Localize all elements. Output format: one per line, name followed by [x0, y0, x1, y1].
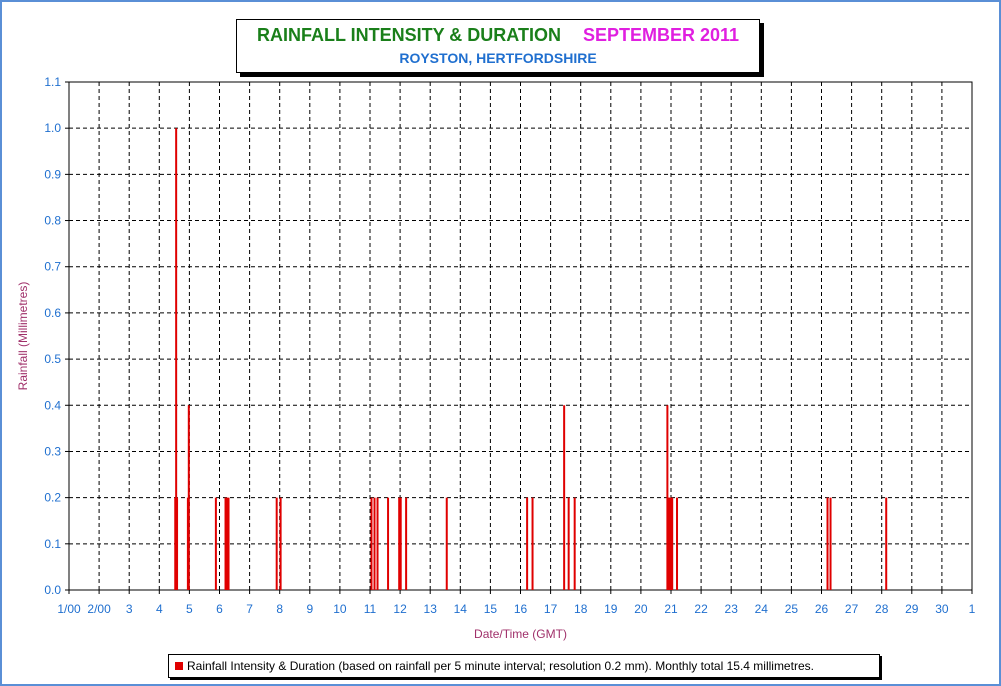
rainfall-bar — [526, 497, 529, 590]
rainfall-bar — [227, 497, 230, 590]
x-tick-label: 14 — [454, 602, 468, 616]
y-tick-label: 0.0 — [44, 583, 61, 597]
y-tick-label: 1.0 — [44, 121, 61, 135]
x-tick-label: 8 — [276, 602, 283, 616]
y-tick-label: 0.6 — [44, 306, 61, 320]
x-tick-label: 21 — [664, 602, 678, 616]
y-tick-label: 0.5 — [44, 352, 61, 366]
x-tick-label: 2/00 — [87, 602, 111, 616]
y-tick-label: 0.9 — [44, 167, 61, 181]
x-tick-label: 27 — [845, 602, 859, 616]
y-tick-label: 0.2 — [44, 491, 61, 505]
x-tick-label: 13 — [424, 602, 438, 616]
x-tick-label: 22 — [694, 602, 708, 616]
x-tick-label: 25 — [785, 602, 799, 616]
rainfall-bar — [279, 497, 282, 590]
rainfall-bar — [175, 128, 178, 590]
rainfall-bar — [370, 497, 373, 590]
x-tick-label: 23 — [725, 602, 739, 616]
x-tick-label: 7 — [246, 602, 253, 616]
rainfall-bar — [405, 497, 408, 590]
chart-title: RAINFALL INTENSITY & DURATION SEPTEMBER 2… — [237, 25, 759, 46]
x-tick-label: 15 — [484, 602, 498, 616]
x-tick-label: 18 — [574, 602, 588, 616]
rainfall-bar — [671, 497, 674, 590]
x-tick-label: 19 — [604, 602, 618, 616]
rainfall-bar — [187, 405, 190, 590]
rainfall-bar — [531, 497, 534, 590]
x-tick-label: 5 — [186, 602, 193, 616]
y-axis-label: Rainfall (Millimetres) — [16, 282, 30, 391]
rainfall-bar — [666, 405, 669, 590]
rainfall-bar — [563, 405, 566, 590]
y-tick-label: 0.4 — [44, 398, 61, 412]
x-tick-label: 3 — [126, 602, 133, 616]
x-tick-label: 17 — [544, 602, 558, 616]
chart-legend: Rainfall Intensity & Duration (based on … — [168, 654, 880, 678]
legend-text: Rainfall Intensity & Duration (based on … — [187, 659, 814, 673]
rainfall-bar — [573, 497, 576, 590]
rainfall-bar — [224, 497, 227, 590]
x-tick-label: 12 — [393, 602, 407, 616]
rainfall-bar — [398, 497, 401, 590]
x-tick-label: 6 — [216, 602, 223, 616]
x-tick-label: 16 — [514, 602, 528, 616]
rainfall-bar — [376, 497, 379, 590]
chart-title-box: RAINFALL INTENSITY & DURATION SEPTEMBER 2… — [236, 19, 760, 73]
title-month: SEPTEMBER 2011 — [582, 25, 740, 45]
x-tick-label: 26 — [815, 602, 829, 616]
rainfall-bar — [373, 497, 376, 590]
rainfall-bar — [226, 497, 229, 590]
x-axis-label: Date/Time (GMT) — [474, 627, 567, 641]
x-tick-label: 24 — [755, 602, 769, 616]
legend-swatch — [175, 662, 183, 670]
x-tick-label: 11 — [364, 602, 377, 616]
y-tick-label: 1.1 — [44, 75, 61, 89]
y-tick-label: 0.3 — [44, 444, 61, 458]
rainfall-bar — [676, 497, 679, 590]
title-text: RAINFALL INTENSITY & DURATION — [256, 25, 561, 45]
x-tick-label: 29 — [905, 602, 919, 616]
x-tick-label: 4 — [156, 602, 163, 616]
rainfall-bar — [275, 497, 278, 590]
rainfall-bar — [214, 497, 217, 590]
rainfall-bar — [399, 497, 402, 590]
rainfall-bar — [176, 497, 179, 590]
y-tick-label: 0.7 — [44, 260, 61, 274]
x-tick-label: 20 — [634, 602, 648, 616]
x-tick-label: 9 — [306, 602, 313, 616]
x-tick-label: 28 — [875, 602, 889, 616]
x-tick-label: 10 — [333, 602, 347, 616]
rainfall-bar — [885, 497, 888, 590]
rainfall-bar — [567, 497, 570, 590]
y-tick-label: 0.1 — [44, 537, 61, 551]
rainfall-bar — [826, 497, 829, 590]
chart-subtitle: ROYSTON, HERTFORDSHIRE — [399, 50, 597, 66]
y-tick-label: 0.8 — [44, 214, 61, 228]
rainfall-bar — [829, 497, 832, 590]
rainfall-bar — [445, 497, 448, 590]
x-tick-label: 30 — [935, 602, 949, 616]
x-tick-label: 1 — [969, 602, 976, 616]
x-tick-label: 1/00 — [57, 602, 81, 616]
rainfall-bar — [387, 497, 390, 590]
